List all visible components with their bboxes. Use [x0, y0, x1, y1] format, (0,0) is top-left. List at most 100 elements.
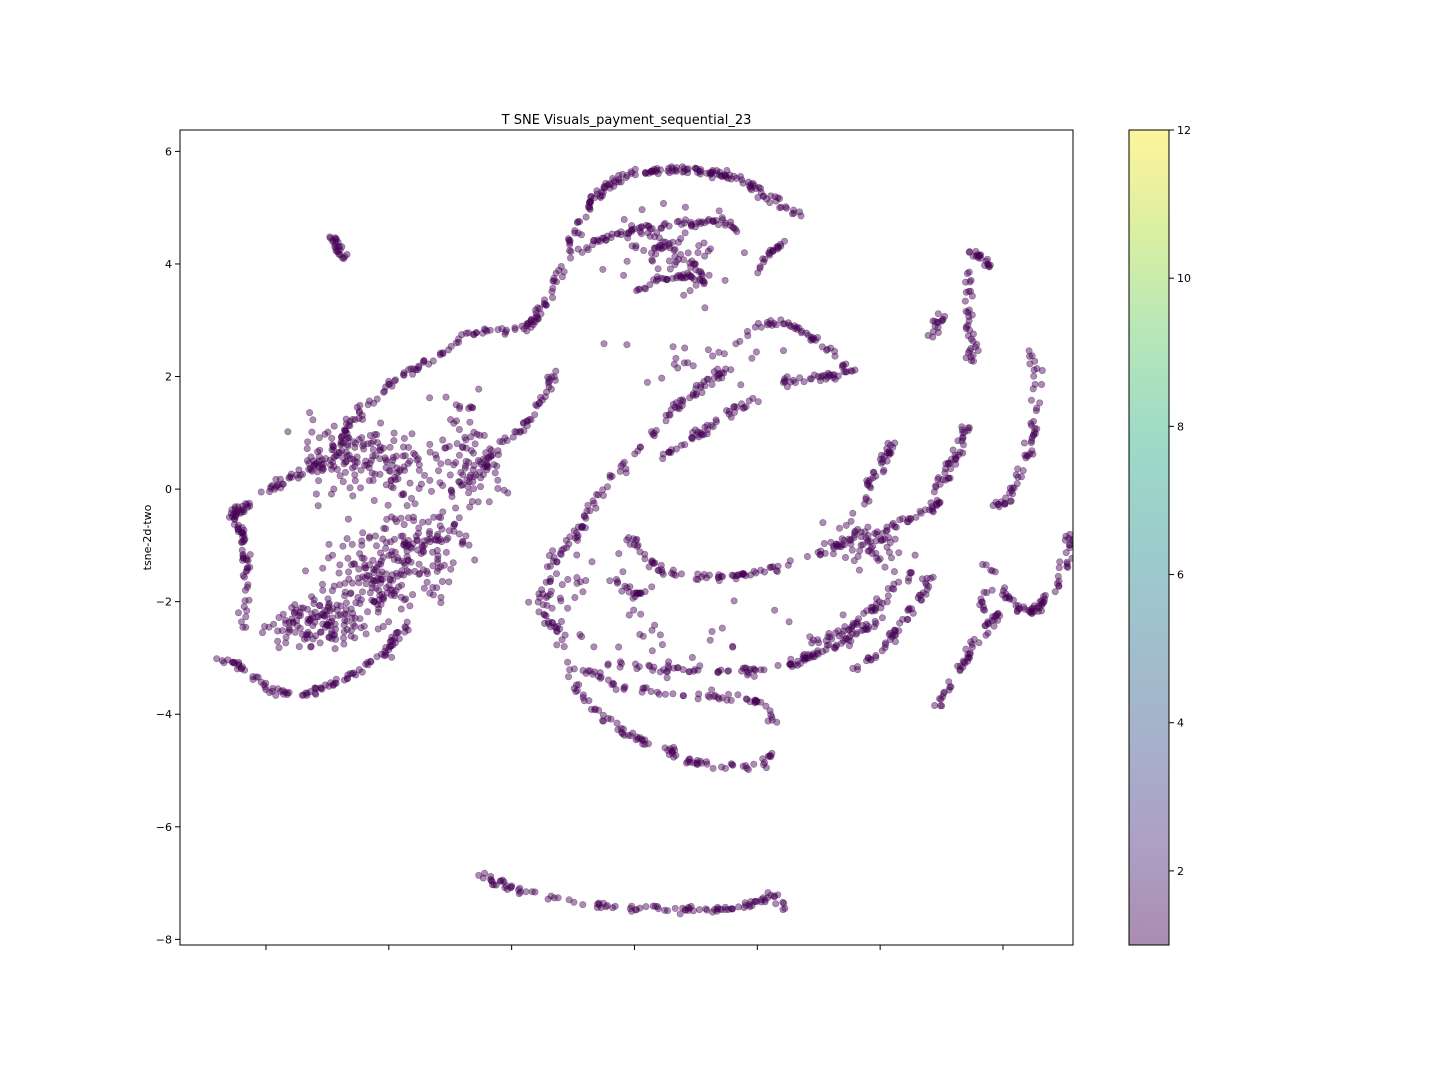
scatter-point [589, 497, 597, 505]
scatter-point [492, 881, 500, 889]
scatter-point [683, 166, 691, 174]
scatter-point [807, 333, 815, 341]
scatter-point [671, 253, 679, 261]
scatter-point [671, 746, 679, 754]
scatter-point [861, 528, 869, 536]
scatter-point [853, 618, 861, 626]
scatter-point [328, 627, 336, 635]
scatter-point [771, 606, 779, 614]
scatter-point [697, 430, 705, 438]
scatter-point [426, 538, 434, 546]
scatter-point [267, 484, 275, 492]
scatter-point [354, 593, 362, 601]
scatter-point [967, 344, 975, 352]
scatter-point [661, 744, 669, 752]
scatter-point [498, 325, 506, 333]
scatter-point [888, 521, 896, 529]
scatter-point [788, 663, 796, 671]
scatter-point [333, 465, 341, 473]
scatter-point [641, 168, 649, 176]
scatter-point [831, 644, 839, 652]
scatter-point [956, 448, 964, 456]
scatter-point [1014, 465, 1022, 473]
scatter-point [649, 902, 657, 910]
scatter-point [754, 398, 762, 406]
scatter-point [307, 453, 315, 461]
scatter-point [429, 583, 437, 591]
scatter-point [496, 877, 504, 885]
scatter-point [550, 553, 558, 561]
scatter-point [520, 419, 528, 427]
scatter-point [956, 662, 964, 670]
scatter-point [752, 348, 760, 356]
scatter-point [1027, 607, 1035, 615]
scatter-point [499, 438, 507, 446]
scatter-point [619, 460, 627, 468]
scatter-point [616, 663, 624, 671]
scatter-point [669, 167, 677, 175]
scatter-point [358, 541, 366, 549]
scatter-point [729, 572, 737, 580]
scatter-point [681, 441, 689, 449]
scatter-point [566, 241, 574, 249]
plot-frame [179, 129, 1074, 946]
scatter-point [244, 557, 252, 565]
scatter-point [835, 524, 843, 532]
scatter-point [856, 547, 864, 555]
scatter-point [316, 628, 324, 636]
scatter-point [578, 523, 586, 531]
scatter-point [385, 380, 393, 388]
scatter-point [465, 404, 473, 412]
scatter-point [814, 548, 822, 556]
scatter-point [414, 455, 422, 463]
scatter-point [801, 656, 809, 664]
scatter-point [491, 469, 499, 477]
scatter-point [777, 242, 785, 250]
scatter-point [564, 658, 572, 666]
scatter-point [462, 532, 470, 540]
scatter-point [680, 359, 688, 367]
scatter-point [470, 331, 478, 339]
scatter-point [351, 462, 359, 470]
scatter-point [487, 872, 495, 880]
scatter-point [397, 532, 405, 540]
scatter-point [545, 378, 553, 386]
scatter-point [929, 317, 937, 325]
scatter-point [708, 168, 716, 176]
scatter-point [641, 740, 649, 748]
scatter-point [654, 170, 662, 178]
scatter-point [566, 666, 574, 674]
scatter-point [645, 563, 653, 571]
scatter-point [308, 428, 316, 436]
scatter-point [672, 399, 680, 407]
scatter-point [852, 619, 860, 627]
scatter-point [468, 497, 476, 505]
scatter-point [476, 431, 484, 439]
scatter-point [651, 233, 659, 241]
scatter-point [446, 471, 454, 479]
scatter-point [340, 628, 348, 636]
scatter-point [620, 685, 628, 693]
scatter-point [239, 533, 247, 541]
scatter-point [1003, 593, 1011, 601]
scatter-point [677, 235, 685, 243]
scatter-point [842, 521, 850, 529]
scatter-point [823, 346, 831, 354]
scatter-point [409, 365, 417, 373]
scatter-point [654, 243, 662, 251]
scatter-point [282, 619, 290, 627]
scatter-point [332, 635, 340, 643]
scatter-point [378, 590, 386, 598]
scatter-point [666, 411, 674, 419]
scatter-point [342, 415, 350, 423]
scatter-point [539, 590, 547, 598]
scatter-point [789, 376, 797, 384]
scatter-point [863, 477, 871, 485]
scatter-point [755, 183, 763, 191]
scatter-point [956, 665, 964, 673]
scatter-point [806, 375, 814, 383]
scatter-point [764, 321, 772, 329]
scatter-point [744, 765, 752, 773]
scatter-point [235, 521, 243, 529]
scatter-point [586, 667, 594, 675]
